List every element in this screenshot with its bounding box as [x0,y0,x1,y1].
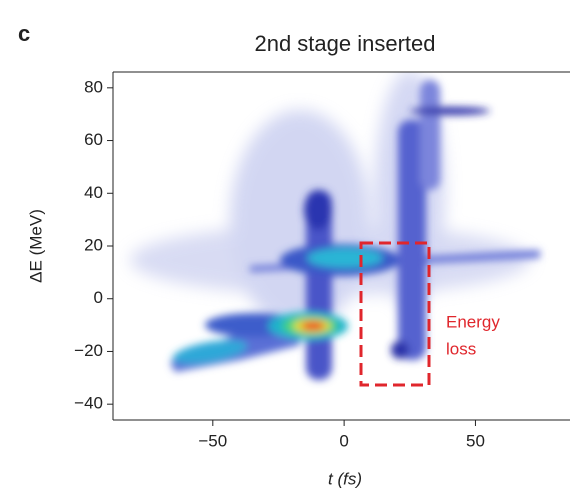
y-tick-label: −40 [74,394,103,413]
annotation: Energy [446,312,500,331]
chart-title: 2nd stage inserted [254,31,435,56]
y-tick-label: −20 [74,341,103,360]
annotation: loss [446,339,476,358]
y-tick-label: 0 [94,288,103,307]
y-axis-label: ΔE (MeV) [26,209,45,283]
panel-label: c [18,21,30,46]
density-map [130,72,540,380]
x-tick-label: 50 [466,431,485,450]
x-tick-label: 0 [339,431,348,450]
y-tick-label: 20 [84,235,103,254]
x-axis-label: t (fs) [328,469,362,488]
y-tick-label: 40 [84,183,103,202]
x-tick-label: −50 [198,431,227,450]
y-tick-label: 80 [84,77,103,96]
annotation-box [359,241,431,387]
y-tick-label: 60 [84,130,103,149]
